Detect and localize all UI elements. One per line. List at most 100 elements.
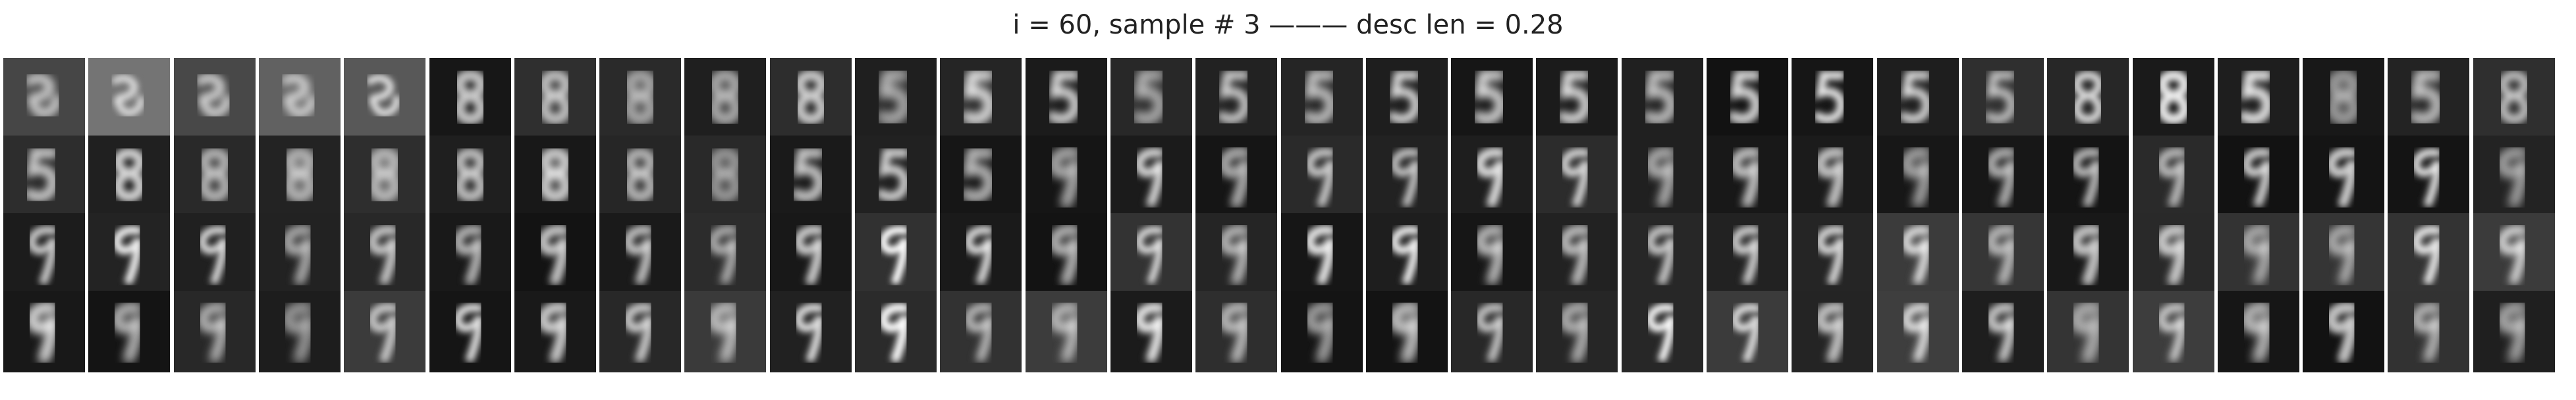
digit-image (174, 291, 256, 372)
sample-tile (2133, 136, 2214, 217)
digit-image (599, 291, 681, 372)
sample-tile (2303, 58, 2384, 139)
digit-image (599, 136, 681, 217)
sample-tile (1792, 136, 1873, 217)
sample-tile (1110, 291, 1192, 372)
sample-tile (940, 213, 1022, 295)
sample-tile (2388, 136, 2469, 217)
digit-image (3, 136, 85, 217)
sample-tile (344, 291, 425, 372)
digit-image (429, 291, 511, 372)
digit-image (1707, 291, 1788, 372)
digit-image (770, 58, 852, 139)
digit-image (259, 291, 341, 372)
digit-image (2388, 213, 2469, 295)
sample-tile (2047, 136, 2129, 217)
digit-image (855, 58, 937, 139)
sample-tile (1962, 291, 2044, 372)
digit-image (684, 291, 766, 372)
digit-image (514, 136, 596, 217)
sample-tile (3, 58, 85, 139)
sample-tile (2473, 291, 2555, 372)
sample-tile (684, 291, 766, 372)
sample-tile (770, 291, 852, 372)
digit-image (1622, 213, 1703, 295)
sample-tile (259, 213, 341, 295)
sample-tile (1366, 58, 1448, 139)
digit-image (429, 213, 511, 295)
digit-image (514, 213, 596, 295)
digit-image (2218, 136, 2299, 217)
digit-image (940, 213, 1022, 295)
sample-tile (1962, 213, 2044, 295)
digit-image (1536, 213, 1618, 295)
digit-image (3, 291, 85, 372)
sample-tile (684, 136, 766, 217)
sample-tile (2473, 58, 2555, 139)
digit-image (1281, 58, 1363, 139)
digit-image (1792, 213, 1873, 295)
sample-tile (174, 136, 256, 217)
sample-tile (1110, 58, 1192, 139)
digit-image (2047, 58, 2129, 139)
digit-image (1792, 136, 1873, 217)
sample-tile (1707, 58, 1788, 139)
sample-tile (1195, 291, 1277, 372)
sample-tile (2047, 213, 2129, 295)
digit-image (1110, 291, 1192, 372)
digit-image (770, 291, 852, 372)
digit-image (1622, 291, 1703, 372)
sample-tile (344, 136, 425, 217)
digit-image (2303, 58, 2384, 139)
sample-tile (1962, 58, 2044, 139)
digit-image (2388, 58, 2469, 139)
sample-tile (1536, 291, 1618, 372)
digit-image (174, 58, 256, 139)
digit-image (1451, 136, 1533, 217)
digit-image (2133, 213, 2214, 295)
sample-tile (1366, 291, 1448, 372)
sample-tile (2303, 213, 2384, 295)
digit-image (2047, 291, 2129, 372)
digit-image (2047, 136, 2129, 217)
digit-image (1877, 291, 1959, 372)
digit-image (1366, 213, 1448, 295)
sample-tile (2303, 136, 2384, 217)
sample-tile (1195, 213, 1277, 295)
sample-tile (2133, 58, 2214, 139)
digit-image (2473, 213, 2555, 295)
digit-image (2473, 291, 2555, 372)
digit-image (514, 58, 596, 139)
digit-image (344, 291, 425, 372)
digit-image (1026, 291, 1107, 372)
sample-tile (344, 213, 425, 295)
digit-image (1536, 136, 1618, 217)
sample-tile (429, 291, 511, 372)
sample-tile (1110, 213, 1192, 295)
sample-tile (259, 58, 341, 139)
sample-tile (2473, 136, 2555, 217)
sample-tile (2047, 291, 2129, 372)
digit-image (2303, 291, 2384, 372)
sample-tile (259, 291, 341, 372)
sample-tile (1366, 136, 1448, 217)
digit-image (88, 136, 170, 217)
sample-tile (1026, 58, 1107, 139)
digit-image (1026, 58, 1107, 139)
sample-tile (1026, 136, 1107, 217)
digit-image (2388, 291, 2469, 372)
digit-image (2303, 213, 2384, 295)
digit-image (344, 136, 425, 217)
sample-tile (855, 291, 937, 372)
digit-image (2218, 213, 2299, 295)
digit-image (599, 58, 681, 139)
digit-image (1195, 213, 1277, 295)
sample-tile (1536, 58, 1618, 139)
digit-image (3, 58, 85, 139)
digit-image (684, 136, 766, 217)
digit-image (940, 291, 1022, 372)
digit-image (855, 213, 937, 295)
sample-tile (1622, 213, 1703, 295)
digit-image (1281, 213, 1363, 295)
sample-tile (770, 213, 852, 295)
